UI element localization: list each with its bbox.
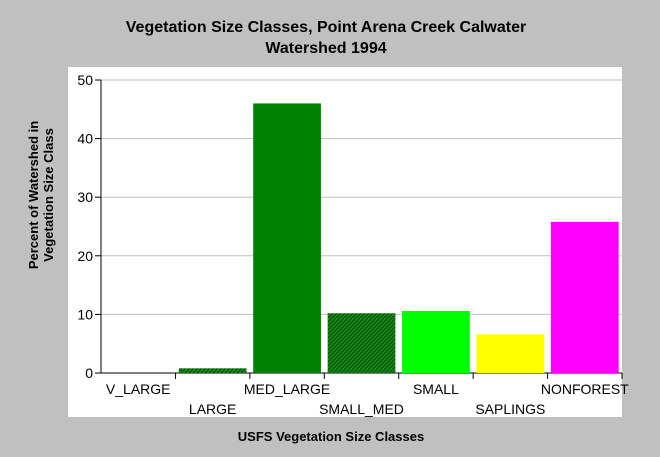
y-tick-label: 10 — [77, 306, 93, 322]
chart-title-line-2: Watershed 1994 — [265, 40, 386, 57]
bar-saplings — [476, 334, 545, 373]
y-tick-label: 0 — [85, 365, 93, 381]
y-axis-title-line-2: Vegetation Size Class — [41, 128, 56, 262]
bar-nonforest — [550, 221, 619, 373]
x-tick-label: MED_LARGE — [244, 381, 330, 397]
x-tick-label: NONFOREST — [541, 381, 629, 397]
x-tick-label: SMALL_MED — [319, 401, 404, 417]
y-tick-label: 30 — [77, 189, 93, 205]
bar-large — [178, 368, 247, 373]
x-tick-label: V_LARGE — [106, 381, 171, 397]
bars — [178, 103, 619, 373]
x-axis-title: USFS Vegetation Size Classes — [238, 429, 424, 444]
y-tick-label: 20 — [77, 248, 93, 264]
y-tick-label: 50 — [77, 72, 93, 88]
grid-lines — [101, 79, 622, 315]
bar-small — [402, 310, 470, 373]
bar-small-med — [327, 313, 396, 373]
bar-med-large — [253, 103, 321, 373]
y-tick-label: 40 — [77, 131, 93, 147]
x-tick-label: SAPLINGS — [475, 401, 545, 417]
chart-title-line-1: Vegetation Size Classes, Point Arena Cre… — [126, 19, 526, 36]
x-axis-labels: V_LARGE LARGE MED_LARGE SMALL_MED SMALL SAPLI… — [106, 373, 629, 417]
x-tick-label: LARGE — [189, 401, 236, 417]
y-axis-title-line-1: Percent of Watershed in — [26, 121, 41, 269]
x-tick-label: SMALL — [413, 381, 459, 397]
